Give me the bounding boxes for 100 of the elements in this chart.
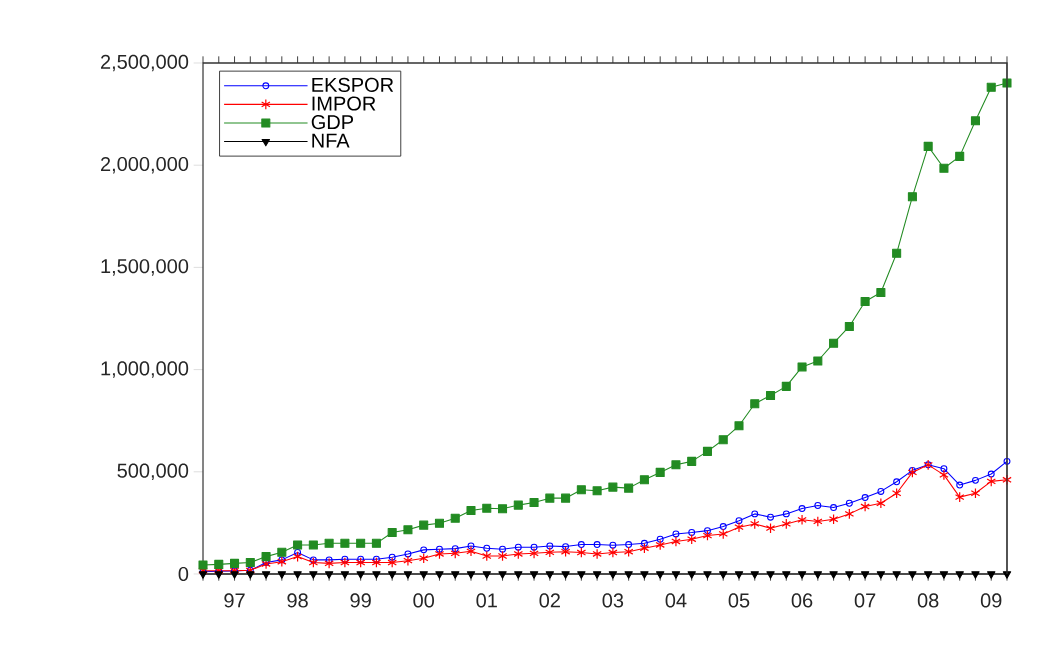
point: [954, 491, 965, 503]
point: [718, 571, 728, 579]
point: [671, 460, 681, 470]
point: [672, 530, 680, 538]
point: [940, 465, 948, 473]
point: [718, 528, 728, 540]
point: [498, 571, 507, 579]
x-tick-label: 07: [854, 593, 876, 608]
point: [371, 557, 382, 568]
point: [340, 557, 350, 568]
point: [623, 546, 634, 558]
point: [767, 513, 774, 521]
point: [939, 469, 949, 481]
point: [483, 544, 491, 552]
point: [893, 478, 901, 486]
point: [387, 571, 397, 579]
point: [876, 497, 886, 509]
point: [592, 571, 602, 579]
point: [814, 502, 822, 509]
legend-label: EKSPOR: [312, 77, 394, 92]
point: [560, 546, 571, 558]
point: [702, 530, 713, 541]
point: [687, 456, 697, 466]
point: [372, 555, 380, 563]
x-tick-label: 98: [287, 593, 308, 608]
point: [939, 571, 949, 579]
point: [625, 541, 633, 549]
point: [404, 550, 412, 558]
point: [844, 321, 854, 331]
point: [514, 543, 522, 551]
point: [624, 571, 633, 579]
point: [860, 571, 870, 579]
point: [1002, 571, 1012, 579]
point: [561, 493, 571, 503]
point: [750, 518, 760, 530]
point: [781, 381, 791, 391]
point: [987, 470, 995, 478]
point: [718, 435, 728, 445]
point: [545, 493, 555, 503]
point: [261, 571, 271, 579]
point: [546, 542, 554, 550]
point: [371, 538, 381, 548]
x-tick-label: 09: [980, 593, 1002, 608]
point: [561, 571, 570, 579]
point: [830, 504, 838, 512]
point: [813, 571, 823, 579]
point: [214, 559, 224, 569]
point: [324, 557, 334, 569]
point: [686, 533, 697, 545]
point: [956, 481, 964, 489]
point: [656, 535, 664, 543]
x-tick-label: 01: [476, 593, 497, 608]
point: [340, 538, 350, 548]
point: [277, 571, 287, 579]
point: [608, 482, 618, 492]
point: [860, 501, 870, 512]
point: [577, 541, 585, 549]
point: [293, 540, 303, 550]
point: [434, 548, 445, 560]
point: [387, 557, 397, 568]
point: [907, 467, 918, 478]
point: [309, 556, 317, 564]
point: [860, 296, 870, 307]
point: [734, 571, 744, 579]
point: [514, 571, 523, 579]
point: [576, 485, 586, 495]
y-tick-label: 1,500,000: [101, 259, 189, 276]
point: [655, 539, 665, 551]
x-tick-label: 04: [665, 593, 687, 608]
point: [230, 558, 240, 568]
point: [877, 487, 885, 495]
point: [450, 547, 460, 559]
point: [798, 505, 806, 513]
point: [277, 547, 287, 557]
point: [577, 571, 586, 579]
point: [593, 541, 601, 549]
point: [198, 560, 208, 570]
point: [970, 487, 981, 499]
point: [688, 529, 696, 536]
point: [324, 571, 334, 579]
point: [608, 547, 618, 558]
point: [355, 557, 366, 568]
point: [734, 521, 744, 533]
point: [294, 549, 302, 556]
point: [419, 571, 428, 579]
point: [970, 116, 980, 126]
point: [891, 487, 902, 499]
point: [324, 538, 334, 548]
x-tick-label: 99: [350, 593, 371, 608]
point: [562, 543, 570, 551]
point: [325, 556, 333, 564]
point: [765, 391, 776, 401]
point: [466, 505, 476, 515]
point: [939, 163, 949, 173]
point: [908, 466, 916, 474]
point: [530, 543, 538, 551]
point: [640, 539, 648, 547]
point: [436, 545, 443, 553]
point: [545, 546, 555, 558]
point: [529, 571, 539, 579]
